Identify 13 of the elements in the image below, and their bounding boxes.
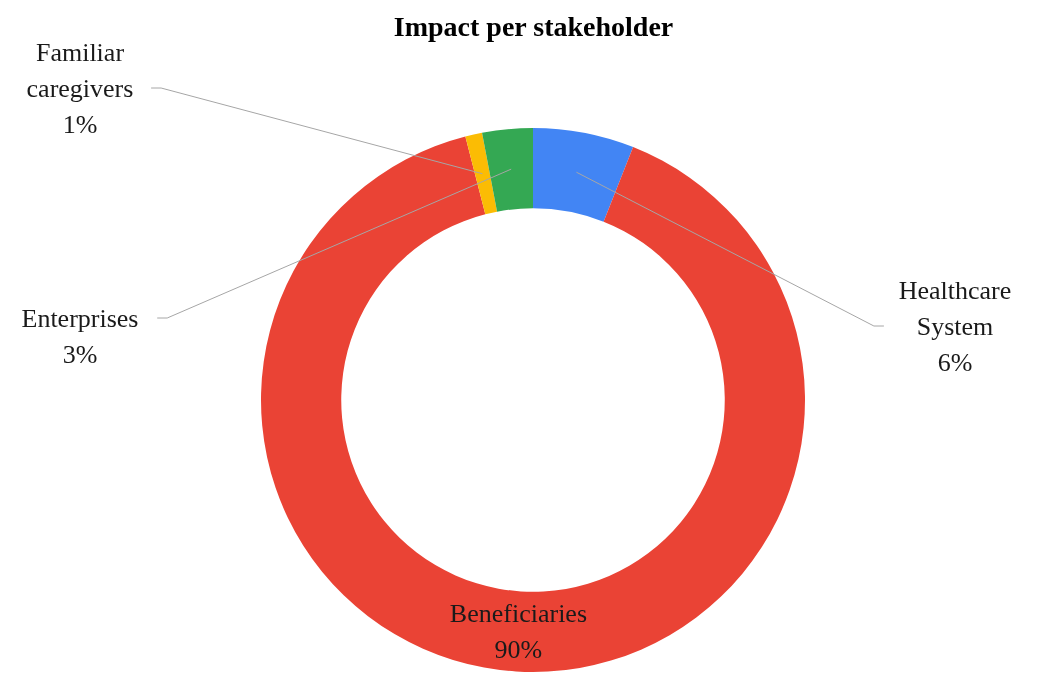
donut-slice <box>533 128 634 222</box>
slice-label: Beneficiaries <box>449 598 588 628</box>
slice-label: Healthcare System <box>898 275 1012 341</box>
slice-label: Familiar caregivers <box>26 37 134 103</box>
data-label: 1% <box>62 109 98 139</box>
donut-slice <box>465 132 498 215</box>
donut-slice <box>482 128 533 212</box>
data-label: 90% <box>494 634 543 664</box>
data-label: 3% <box>62 339 98 369</box>
slice-label: Enterprises <box>21 303 139 333</box>
chart-title: Impact per stakeholder <box>393 11 674 42</box>
donut-slice <box>261 136 805 672</box>
data-label: 6% <box>937 347 973 377</box>
